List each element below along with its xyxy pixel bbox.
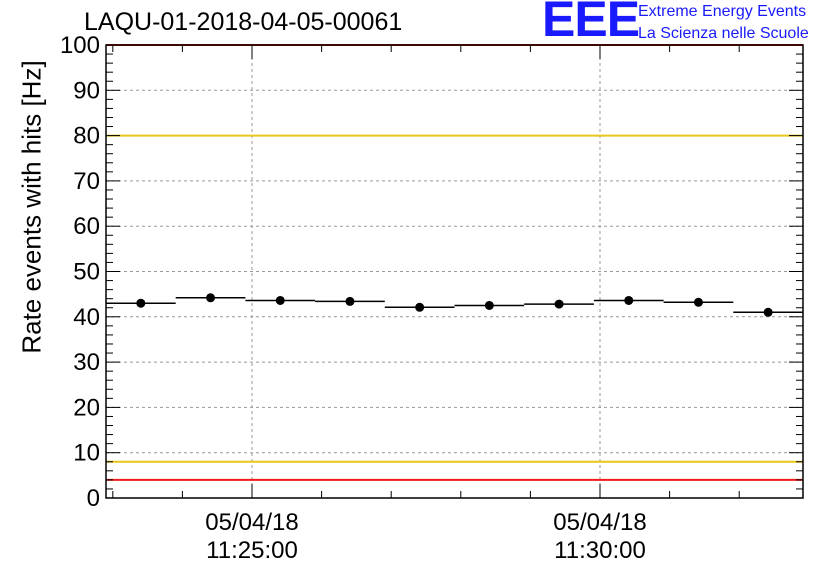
- data-points: [106, 293, 803, 317]
- chart-title: LAQU-01-2018-04-05-00061: [84, 8, 403, 36]
- data-point: [693, 297, 703, 307]
- y-tick-label: 20: [73, 394, 100, 421]
- data-point: [345, 296, 355, 306]
- data-point: [554, 299, 564, 309]
- y-tick-label: 100: [60, 32, 100, 59]
- eee-logo-mark: EEE: [542, 0, 640, 47]
- y-tick-label: 40: [73, 304, 100, 331]
- logo-line-2: La Scienza nelle Scuole: [638, 25, 809, 42]
- y-tick-label: 50: [73, 259, 100, 286]
- grid-lines: [106, 45, 803, 498]
- x-tick-date: 05/04/18: [205, 509, 298, 536]
- x-tick-time: 11:30:00: [554, 537, 646, 564]
- x-tick-date: 05/04/18: [553, 509, 646, 536]
- y-axis-label: Rate events with hits [Hz]: [16, 60, 47, 354]
- logo-line-1: Extreme Energy Events: [638, 3, 807, 20]
- data-point: [763, 307, 773, 317]
- data-point: [624, 295, 634, 305]
- eee-logo: EEE Extreme Energy Events La Scienza nel…: [542, 0, 832, 44]
- y-tick-label: 30: [73, 349, 100, 376]
- y-tick-label: 80: [73, 123, 100, 150]
- data-point: [136, 298, 146, 308]
- plot-frame: [105, 44, 804, 499]
- x-tick-time: 11:25:00: [206, 537, 298, 564]
- data-point: [275, 295, 285, 305]
- y-tick-label: 0: [87, 485, 100, 512]
- data-point: [206, 293, 216, 303]
- data-point: [415, 302, 425, 312]
- y-tick-label: 10: [73, 440, 100, 467]
- y-tick-label: 90: [73, 77, 100, 104]
- y-tick-labels: 0 10 20 30 40 50 60 70 80 90 100: [60, 32, 100, 512]
- y-tick-label: 70: [73, 168, 100, 195]
- data-point: [484, 300, 494, 310]
- y-tick-label: 60: [73, 213, 100, 240]
- reference-lines: [106, 44, 803, 481]
